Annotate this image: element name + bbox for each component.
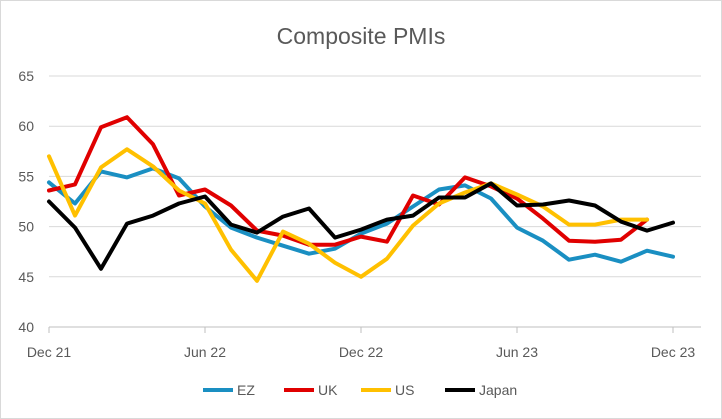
x-tick-label: Dec 22: [339, 344, 384, 360]
x-tick-label: Dec 21: [27, 344, 72, 360]
series-lines: [47, 115, 675, 283]
x-tick-label: Dec 23: [651, 344, 696, 360]
series-line-uk: [47, 115, 649, 247]
x-tick-label: Jun 23: [496, 344, 538, 360]
legend-label-us: US: [395, 382, 414, 398]
y-tick-label: 40: [18, 319, 34, 335]
series-line-us: [47, 147, 649, 283]
legend-label-japan: Japan: [479, 382, 517, 398]
chart-title: Composite PMIs: [277, 23, 446, 49]
y-tick-label: 45: [18, 269, 34, 285]
y-tick-label: 50: [18, 219, 34, 235]
legend-label-ez: EZ: [237, 382, 255, 398]
legend: EZ UK US Japan: [203, 382, 517, 398]
gridlines: [49, 75, 701, 278]
y-tick-label: 60: [18, 118, 34, 134]
series-line-japan: [47, 181, 675, 271]
y-tick-label: 55: [18, 168, 34, 184]
series-line-ez: [47, 166, 675, 264]
axes: 40 45 50 55 60 65 Dec 21 Jun 22 Dec 22 Jun 23 Dec …: [18, 68, 701, 360]
legend-label-uk: UK: [318, 382, 338, 398]
x-tick-label: Jun 22: [184, 344, 226, 360]
y-tick-label: 65: [18, 68, 34, 84]
